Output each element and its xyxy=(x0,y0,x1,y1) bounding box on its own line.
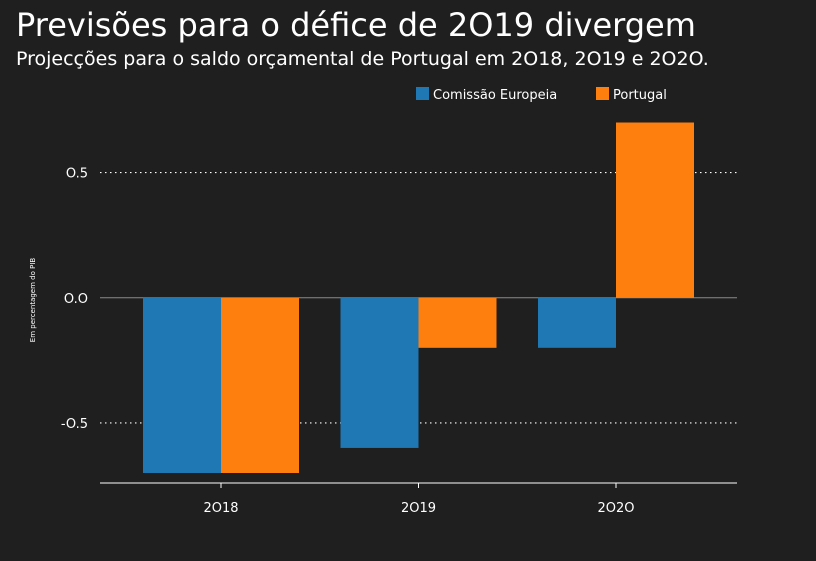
bars xyxy=(143,122,694,473)
y-axis-label: Em percentagem do PIB xyxy=(29,258,37,343)
bar-portugal-1 xyxy=(418,297,497,348)
x-tick-label: 2O18 xyxy=(203,501,238,516)
y-tick-label: -O.5 xyxy=(61,417,88,432)
legend-label: Portugal xyxy=(613,88,667,103)
legend-swatch xyxy=(596,87,609,100)
x-tick-label: 2O19 xyxy=(401,501,436,516)
bar-comissao-europeia-1 xyxy=(340,297,419,448)
legend-item-portugal: Portugal xyxy=(596,87,667,103)
x-tick-label: 2O2O xyxy=(597,501,634,516)
bar-portugal-2 xyxy=(616,122,694,298)
legend-swatch xyxy=(416,87,429,100)
bar-portugal-0 xyxy=(221,297,299,473)
legend: Comissão Europeia Portugal xyxy=(416,87,667,103)
y-tick-label: O.5 xyxy=(66,167,88,182)
chart-subtitle: Projecções para o saldo orçamental de Po… xyxy=(16,48,709,70)
axes: O.5 O.O -O.5 2O18 2O19 2O2O xyxy=(61,167,737,516)
y-tick-label: O.O xyxy=(64,292,88,307)
legend-item-comissao-europeia: Comissão Europeia xyxy=(416,87,557,103)
bar-comissao-europeia-0 xyxy=(143,297,221,473)
chart-title: Previsões para o défice de 2O19 divergem xyxy=(16,6,696,44)
bar-comissao-europeia-2 xyxy=(538,297,616,348)
legend-label: Comissão Europeia xyxy=(433,88,557,103)
